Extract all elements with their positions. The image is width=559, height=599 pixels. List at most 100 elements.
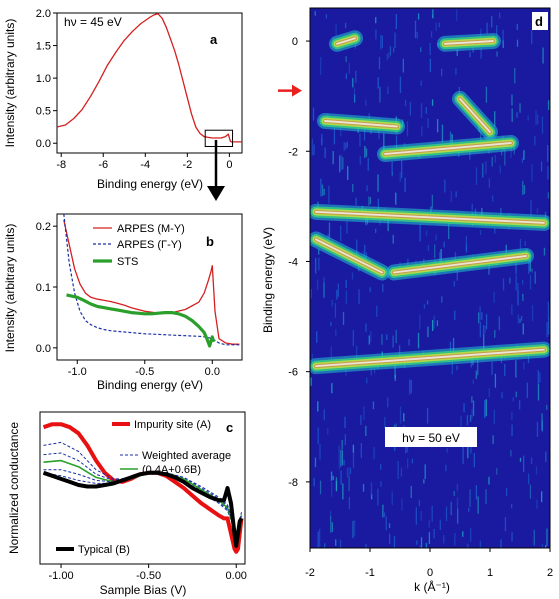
panel-d-texture-streak: [509, 277, 511, 284]
panel-d-letter-box: [532, 12, 548, 30]
panel-d-texture-streak: [494, 227, 496, 234]
panel-c-frame: [39, 411, 246, 565]
panel-d-texture-streak: [335, 539, 337, 546]
panel-d-texture-streak: [330, 471, 333, 481]
panel-d-texture-streak: [420, 537, 423, 548]
panel-d-texture-streak: [546, 321, 548, 338]
panel-d-texture-streak: [456, 9, 458, 21]
panel-d-texture-streak: [472, 400, 475, 416]
panel-d-texture-streak: [445, 464, 447, 472]
panel-d-texture-streak: [488, 388, 490, 397]
panel-d-texture-streak: [546, 405, 548, 410]
panel-d-texture-streak: [313, 477, 315, 487]
panel-b-letter: b: [206, 234, 214, 249]
panel-d-texture-streak: [364, 145, 366, 158]
panel-c-xlabel: Sample Bias (V): [100, 583, 187, 597]
panel-d-texture-streak: [511, 108, 513, 122]
panel-d-texture-streak: [380, 463, 382, 470]
legend-label-arpes-my: ARPES (M-Y): [117, 223, 185, 235]
panel-d-texture-streak: [486, 22, 488, 34]
panel-d-texture-streak: [463, 403, 465, 413]
panel-d-texture-streak: [365, 99, 367, 106]
panel-d-xtick-label: 2: [547, 567, 553, 579]
panel-d-texture-streak: [505, 488, 508, 497]
panel-d-texture-streak: [409, 101, 411, 116]
panel-d-texture-streak: [385, 516, 387, 531]
panel-d-texture-streak: [365, 323, 367, 332]
panel-d-texture-streak: [537, 384, 540, 401]
panel-d-texture-streak: [512, 397, 514, 402]
panel-d-texture-streak: [444, 179, 446, 193]
panel-d-texture-streak: [378, 56, 381, 70]
panel-d-texture-streak: [432, 9, 434, 18]
panel-d-texture-streak: [379, 86, 381, 103]
panel-b-ylabel: Intensity (arbitrary units): [3, 224, 17, 353]
panel-d-texture-streak: [479, 230, 482, 235]
panel-d-texture-streak: [388, 523, 391, 529]
panel-d-texture-streak: [477, 312, 480, 324]
panel-d-texture-streak: [431, 319, 434, 331]
panel-d-texture-streak: [417, 13, 420, 20]
panel-d-texture-streak: [527, 115, 529, 121]
panel-d-texture-streak: [393, 535, 396, 548]
panel-d-texture-streak: [522, 293, 524, 302]
panel-d-texture-streak: [534, 135, 536, 146]
panel-c: -1.00 -0.50 0.00 c Impurity site (A) Weigh…: [7, 411, 247, 597]
panel-d-texture-streak: [391, 161, 393, 175]
panel-d-texture-streak: [366, 377, 368, 384]
panel-a-ytick-label: 1.0: [36, 73, 51, 85]
panel-d-texture-streak: [323, 282, 325, 298]
panel-d-texture-streak: [335, 23, 337, 39]
panel-a-xtick-label: -8: [56, 159, 66, 171]
panel-a-annotation: hν = 45 eV: [64, 15, 122, 29]
panel-d-texture-streak: [345, 142, 347, 150]
panel-d-xlabel: k (Å⁻¹): [414, 579, 450, 594]
panel-d-texture-streak: [376, 305, 378, 317]
panel-d-texture-streak: [329, 516, 332, 533]
panel-d-texture-streak: [382, 504, 384, 518]
panel-d-texture-streak: [445, 506, 448, 522]
panel-d-texture-streak: [531, 268, 533, 273]
panel-d-texture-streak: [425, 107, 427, 114]
panel-d-texture-streak: [443, 241, 445, 248]
panel-d-texture-streak: [467, 443, 469, 459]
panel-d-texture-streak: [429, 42, 431, 56]
panel-d-texture-streak: [494, 330, 496, 338]
panel-d-texture-streak: [362, 483, 365, 492]
panel-d-texture-streak: [352, 520, 354, 539]
panel-d-texture-streak: [342, 483, 344, 500]
panel-d-texture-streak: [394, 32, 396, 49]
panel-d-texture-streak: [408, 339, 410, 346]
panel-d-texture-streak: [460, 415, 462, 432]
panel-d-texture-streak: [547, 145, 549, 162]
panel-d-texture-streak: [423, 479, 425, 484]
panel-d-band-1-layer-4: [444, 40, 494, 45]
panel-d-texture-streak: [420, 80, 422, 87]
panel-d-texture-streak: [360, 415, 362, 425]
panel-d-texture-streak: [502, 29, 504, 47]
panel-d-texture-streak: [325, 14, 328, 19]
panel-d-texture-streak: [344, 434, 346, 446]
panel-d-texture-streak: [419, 224, 421, 242]
panel-d-texture-streak: [504, 148, 506, 166]
panel-d-texture-streak: [341, 439, 343, 450]
panel-d-texture-streak: [504, 363, 506, 376]
panel-d-texture-streak: [481, 208, 483, 216]
panel-d-texture-streak: [431, 99, 434, 106]
panel-d-band-7-layer-4: [393, 255, 527, 274]
panel-d-texture-streak: [360, 443, 362, 459]
panel-d-texture-streak: [465, 235, 468, 252]
panel-d-xtick-label: -1: [365, 567, 375, 579]
panel-d-texture-streak: [319, 443, 321, 460]
panel-d-texture-streak: [541, 413, 543, 431]
legend-label-weighted: Weighted average: [142, 450, 231, 462]
panel-d-texture-streak: [349, 467, 352, 475]
panel-d-texture-streak: [335, 329, 337, 337]
panel-d-texture-streak: [377, 198, 380, 211]
panel-d-texture-streak: [352, 451, 355, 468]
panel-b: -1.0 -0.5 0.0 0.0 0.1 0.2 b ARPES (M-Y) ARPES…: [3, 213, 243, 392]
panel-d-texture-streak: [406, 446, 409, 453]
panel-d-texture-streak: [340, 449, 342, 467]
panel-d-texture-streak: [336, 289, 338, 300]
